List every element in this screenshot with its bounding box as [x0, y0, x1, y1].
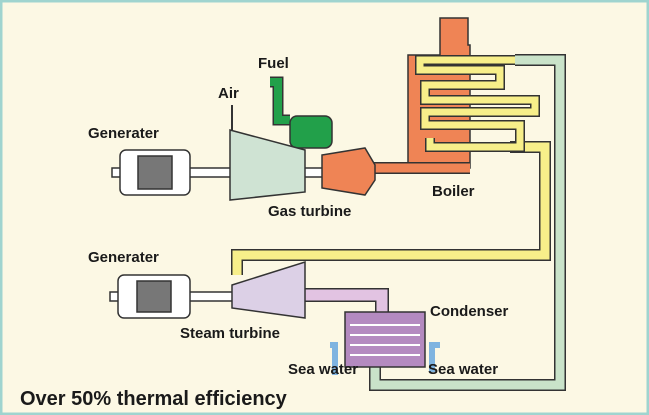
compressor: [229, 129, 306, 201]
label: Fuel: [258, 55, 289, 72]
label: Sea water: [428, 361, 498, 378]
steam-turbine: [231, 260, 306, 319]
generator-core: [136, 280, 172, 313]
condenser: [344, 311, 426, 368]
label: Condenser: [430, 303, 509, 320]
combustor: [289, 115, 333, 149]
label: Generater: [88, 249, 159, 266]
label: Air: [218, 85, 239, 102]
label: Generater: [88, 125, 159, 142]
label: Boiler: [432, 183, 475, 200]
caption: Over 50% thermal efficiency: [20, 388, 288, 410]
coil: [416, 56, 539, 151]
label: Gas turbine: [268, 203, 351, 220]
gas-turbine: [321, 147, 376, 196]
exhaust-pipe: [300, 289, 388, 312]
sea-water-pipes: [330, 342, 440, 375]
return-pipe: [370, 55, 565, 390]
condenser-tubes: [350, 324, 420, 356]
steam-pipe: [232, 142, 550, 275]
fuel-pipe: [270, 78, 290, 124]
generator-core: [137, 155, 173, 190]
label: Steam turbine: [180, 325, 280, 342]
label: Sea water: [288, 361, 358, 378]
